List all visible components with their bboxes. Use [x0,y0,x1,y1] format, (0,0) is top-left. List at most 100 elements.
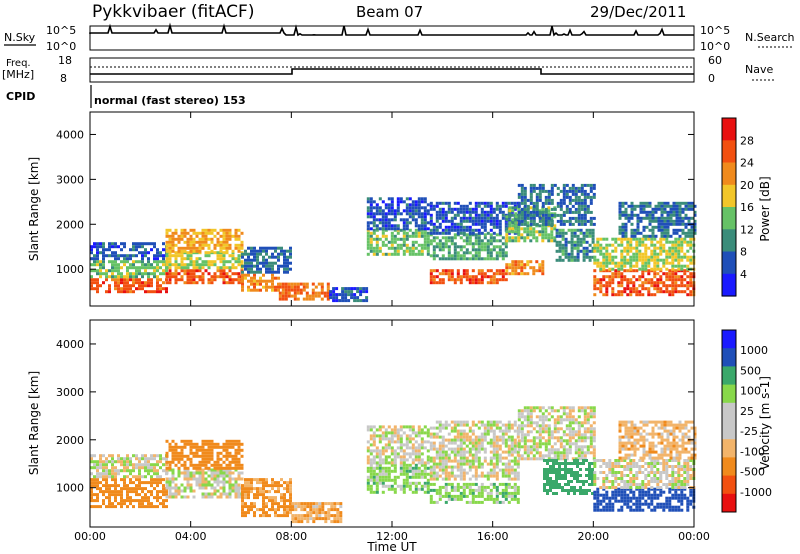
heatmap-cell [108,487,111,491]
heatmap-cell [429,254,433,258]
heatmap-cell [132,475,135,479]
heatmap-cell [492,281,496,285]
heatmap-cell [483,423,487,427]
heatmap-cell [456,228,460,232]
heatmap-cell [526,216,530,220]
heatmap-cell [568,198,572,202]
heatmap-cell [492,420,496,424]
heatmap-cell [168,266,172,270]
heatmap-cell [244,487,247,491]
heatmap-cell [462,494,466,498]
heatmap-cell [156,290,159,294]
heatmap-cell [663,231,667,235]
heatmap-cell [219,243,223,247]
heatmap-cell [599,264,603,268]
heatmap-cell [441,468,445,472]
heatmap-cell [423,197,427,201]
heatmap-cell [671,284,675,288]
heatmap-cell [465,485,469,489]
heatmap-cell [210,278,214,282]
heatmap-cell [129,472,132,476]
heatmap-cell [228,486,232,490]
heatmap-cell [262,255,265,259]
heatmap-cell [393,469,397,473]
heatmap-cell [93,245,96,249]
heatmap-cell [201,266,205,270]
heatmap-cell [420,443,424,447]
heatmap-cell [671,264,675,268]
heatmap-cell [240,463,244,467]
heatmap-cell [417,231,421,235]
heatmap-cell [183,231,187,235]
heatmap-cell [444,444,448,448]
heatmap-cell [183,468,187,472]
heatmap-cell [678,210,682,214]
heatmap-cell [180,231,184,235]
heatmap-cell [568,195,572,199]
heatmap-cell [492,447,496,451]
heatmap-cell [465,494,469,498]
heatmap-cell [444,225,448,229]
heatmap-cell [297,502,301,506]
heatmap-cell [150,290,153,294]
heatmap-cell [662,246,666,250]
heatmap-cell [259,487,262,491]
heatmap-cell [611,272,615,276]
heatmap-cell [141,284,144,288]
heatmap-cell [629,243,633,247]
heatmap-cell [174,489,178,493]
heatmap-cell [423,215,427,219]
heatmap-cell [621,222,625,226]
heatmap-cell [677,275,681,279]
heatmap-cell [565,219,569,223]
heatmap-cell [474,474,478,478]
heatmap-cell [541,412,545,416]
heatmap-cell [459,447,463,451]
heatmap-cell [213,272,217,276]
heatmap-cell [480,239,484,243]
heatmap-cell [486,251,490,255]
heatmap-cell [550,457,554,461]
heatmap-cell [471,248,475,252]
heatmap-cell [462,239,466,243]
heatmap-cell [138,460,141,464]
heatmap-cell [668,293,672,297]
heatmap-cell [114,275,117,279]
heatmap-cell [561,249,565,253]
heatmap-cell [441,216,445,220]
heatmap-cell [666,204,670,208]
heatmap-cell [317,291,321,295]
heatmap-cell [498,239,502,243]
heatmap-cell [234,454,238,458]
heatmap-cell [501,482,505,486]
heatmap-cell [462,474,466,478]
heatmap-cell [90,478,93,482]
heatmap-cell [535,222,539,226]
heatmap-cell [378,481,382,485]
heatmap-cell [474,275,478,279]
heatmap-cell [474,468,478,472]
heatmap-cell [501,210,505,214]
heatmap-cell [274,270,277,274]
heatmap-cell [114,269,117,273]
heatmap-cell [538,427,542,431]
heatmap-cell [381,437,385,441]
heatmap-cell [306,517,310,521]
heatmap-cell [677,240,681,244]
heatmap-cell [474,236,478,240]
heatmap-cell [429,447,433,451]
heatmap-cell [611,290,615,294]
heatmap-cell [589,201,593,205]
heatmap-cell [568,201,572,205]
heatmap-cell [644,252,648,256]
heatmap-cell [177,278,181,282]
heatmap-cell [283,270,286,274]
heatmap-cell [153,269,156,273]
heatmap-cell [369,487,373,491]
heatmap-cell [234,442,238,446]
heatmap-cell [420,461,424,465]
heatmap-cell [165,278,168,282]
heatmap-cell [225,281,229,285]
heatmap-cell [204,471,208,475]
heatmap-cell [516,459,520,463]
